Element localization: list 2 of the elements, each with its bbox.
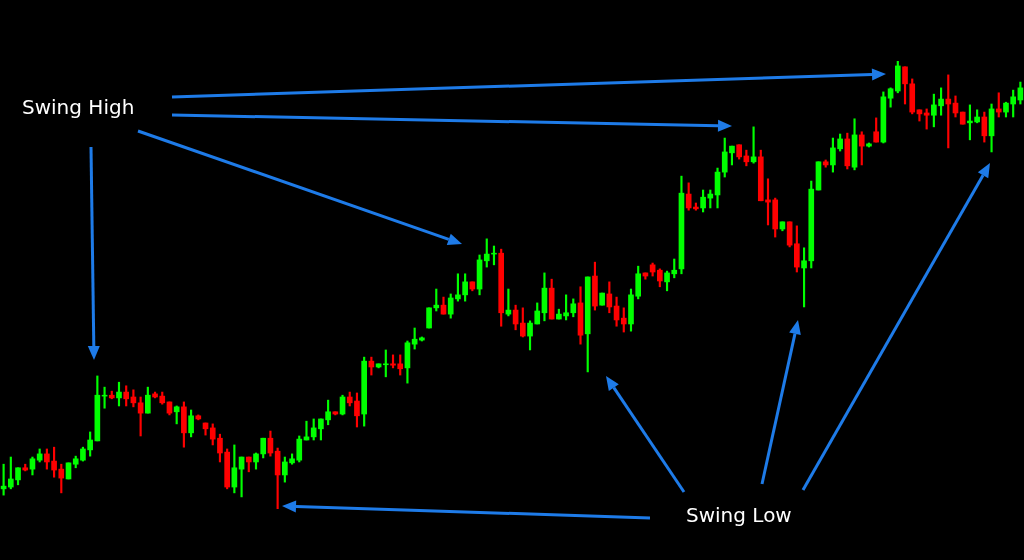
annotation: Swing High [22, 95, 135, 119]
annotation: Swing Low [686, 503, 792, 527]
